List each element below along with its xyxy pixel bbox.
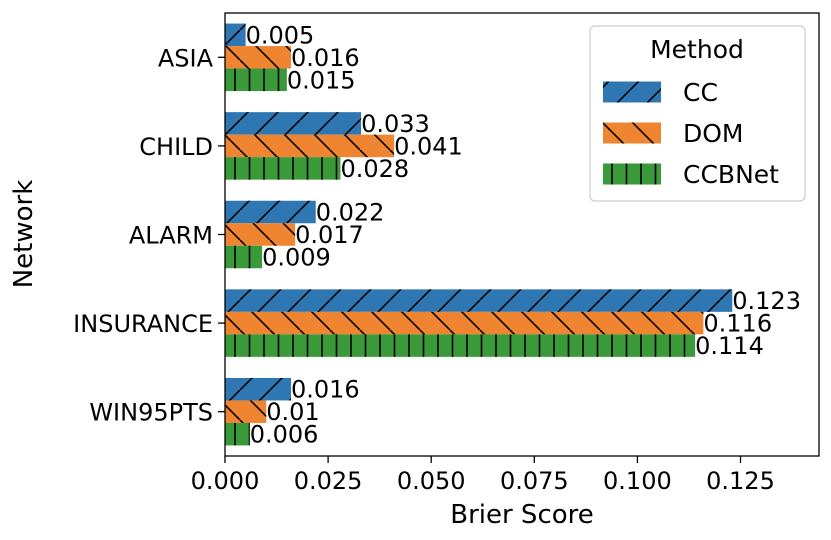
- x-tick-label-3: 0.075: [500, 467, 569, 495]
- bar-asia-dom-hatch: [225, 46, 291, 69]
- bar-insurance-cc-hatch: [225, 289, 733, 312]
- y-tick-label-alarm: ALARM: [129, 222, 213, 250]
- bar-label-child-ccbnet: 0.028: [340, 155, 409, 183]
- bar-label-insurance-dom: 0.116: [703, 310, 772, 338]
- bar-label-alarm-cc: 0.022: [316, 199, 385, 227]
- bar-label-child-cc: 0.033: [361, 110, 430, 138]
- y-axis-title: Network: [9, 180, 39, 289]
- bar-label-asia-ccbnet: 0.015: [287, 66, 356, 94]
- y-axis: ASIA CHILD ALARM INSURANCE WIN95PTS: [73, 44, 225, 427]
- bar-alarm-ccbnet-hatch: [225, 245, 263, 269]
- y-tick-label-asia: ASIA: [158, 44, 214, 72]
- legend-entries: CC DOM CCBNet: [603, 78, 779, 189]
- bar-asia-ccbnet-hatch: [225, 68, 287, 92]
- legend-swatch-hatch-dom: [603, 122, 661, 144]
- bar-alarm-dom-hatch: [225, 223, 296, 246]
- y-tick-label-insurance: INSURANCE: [73, 310, 213, 338]
- legend-label-ccbnet: CCBNet: [683, 160, 779, 189]
- bar-asia-cc-hatch: [225, 23, 246, 47]
- bar-child-ccbnet-hatch: [225, 157, 341, 180]
- legend-label-dom: DOM: [683, 119, 744, 148]
- bar-label-asia-dom: 0.016: [291, 44, 360, 72]
- legend-label-cc: CC: [683, 78, 718, 107]
- bar-win95pts-dom-hatch: [225, 400, 267, 423]
- bar-win95pts-cc-hatch: [225, 377, 291, 401]
- bar-label-win95pts-dom: 0.01: [266, 398, 319, 426]
- x-tick-label-2: 0.050: [397, 467, 466, 495]
- y-tick-label-child: CHILD: [139, 133, 213, 161]
- bar-labels-layer: 0.0050.0160.0150.0330.0410.0280.0220.017…: [246, 21, 801, 448]
- x-tick-label-4: 0.100: [603, 467, 672, 495]
- y-tick-label-win95pts: WIN95PTS: [89, 399, 213, 427]
- x-axis-title: Brier Score: [450, 500, 594, 530]
- bar-win95pts-ccbnet-hatch: [225, 422, 250, 446]
- bar-alarm-cc-hatch: [225, 200, 316, 224]
- legend-swatch-hatch-ccbnet: [603, 163, 661, 185]
- bars-layer: [225, 23, 733, 446]
- x-axis: 0.000 0.025 0.050 0.075 0.100 0.125: [191, 456, 775, 495]
- legend-box: [589, 25, 806, 202]
- x-tick-label-5: 0.125: [706, 467, 775, 495]
- legend-title: Method: [650, 35, 744, 64]
- bar-label-alarm-ccbnet: 0.009: [262, 244, 331, 272]
- bar-insurance-dom-hatch: [225, 311, 704, 335]
- legend-swatch-hatch-cc: [603, 81, 661, 103]
- bar-child-dom-hatch: [225, 134, 395, 158]
- bar-insurance-ccbnet-hatch: [225, 334, 696, 357]
- x-tick-label-0: 0.000: [191, 467, 260, 495]
- bar-label-child-dom: 0.041: [394, 132, 463, 160]
- bar-label-win95pts-cc: 0.016: [291, 376, 360, 404]
- bar-label-win95pts-ccbnet: 0.006: [250, 421, 319, 449]
- bar-label-insurance-cc: 0.123: [732, 287, 801, 315]
- bar-label-insurance-ccbnet: 0.114: [695, 332, 764, 360]
- bar-label-alarm-dom: 0.017: [295, 221, 364, 249]
- x-tick-label-1: 0.025: [294, 467, 363, 495]
- bar-label-asia-cc: 0.005: [246, 21, 315, 49]
- legend: Method CC DOM CCBNet: [589, 25, 806, 202]
- bar-child-cc-hatch: [225, 112, 362, 135]
